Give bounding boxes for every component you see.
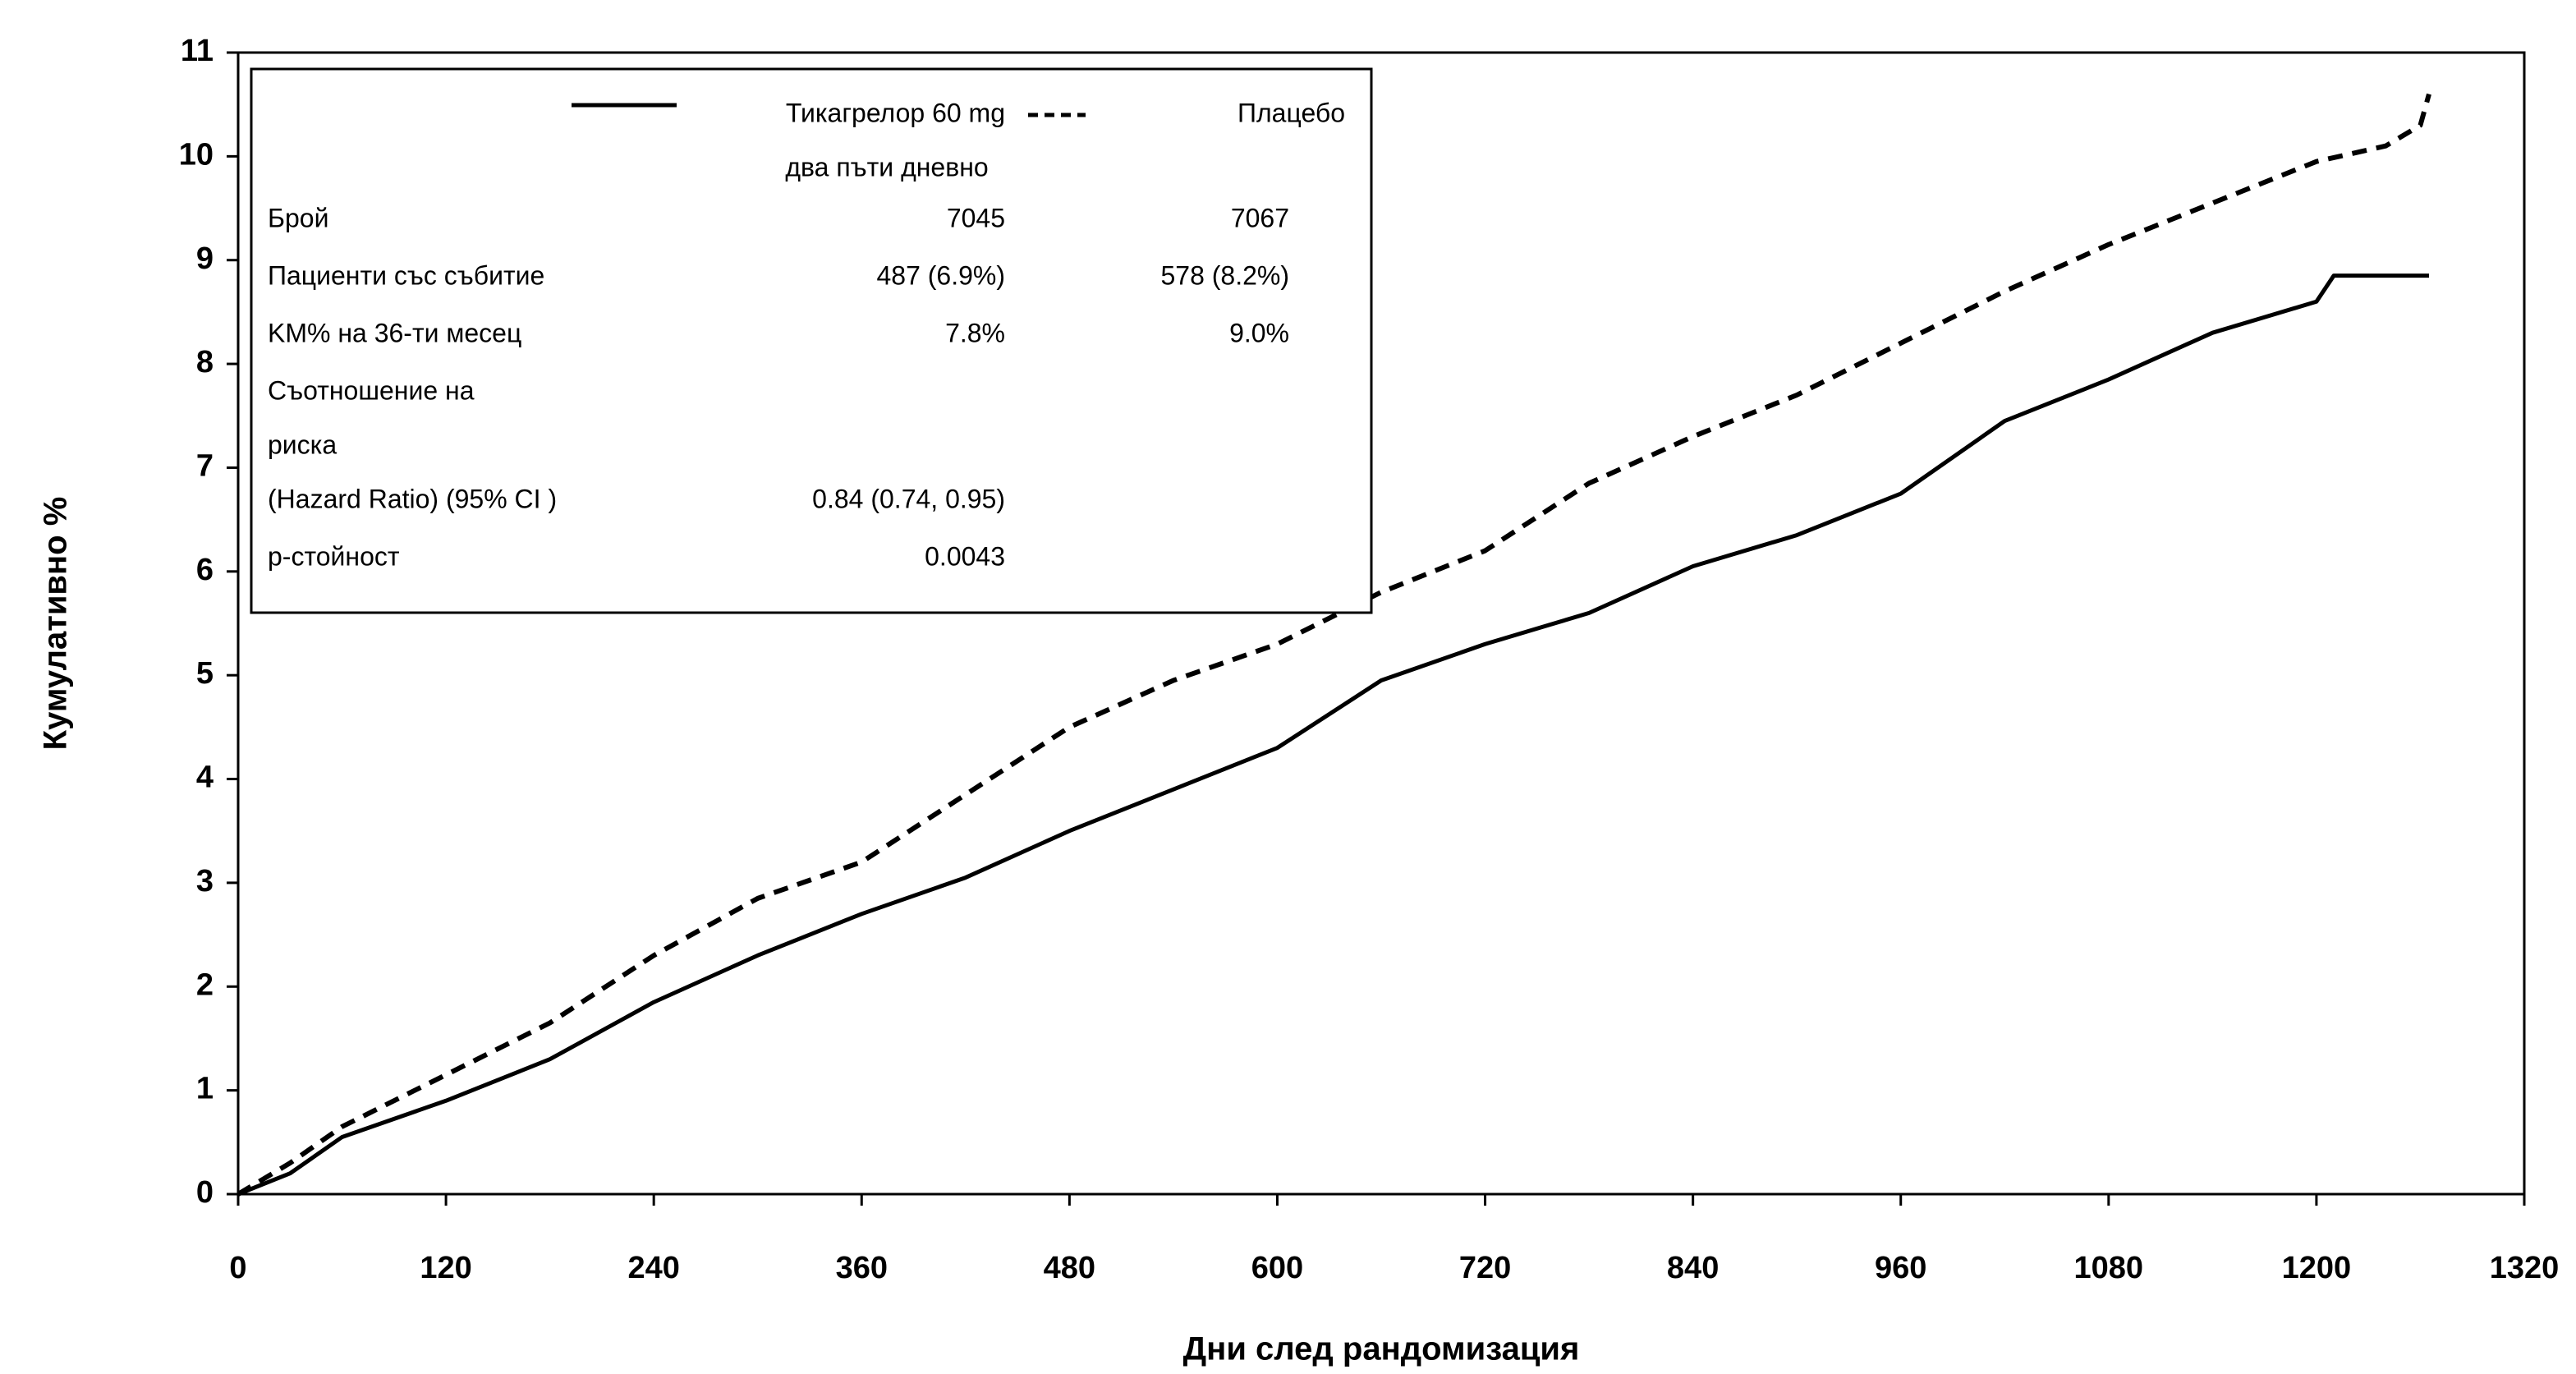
y-tick-label: 8	[196, 345, 214, 379]
y-tick-label: 5	[196, 656, 214, 691]
series-line	[237, 273, 2429, 1197]
y-tick-label: 2	[196, 967, 214, 1002]
x-tick-label: 840	[1667, 1251, 1719, 1285]
table-value: 9.0%	[1229, 318, 1289, 347]
series-line	[236, 93, 2431, 1197]
table-label: Брой	[268, 203, 328, 232]
table-value: 7067	[1231, 203, 1289, 232]
x-tick-label: 600	[1251, 1251, 1303, 1285]
table-value: 487 (6.9%)	[876, 260, 1005, 290]
plot-frame	[236, 51, 2526, 1196]
table-label: риска	[268, 430, 337, 459]
x-tick-label: 480	[1044, 1251, 1095, 1285]
table-label: Съотношение на	[268, 375, 475, 405]
x-tick-label: 720	[1459, 1251, 1511, 1285]
table-label: (Hazard Ratio) (95% CI )	[268, 484, 557, 513]
x-tick-label: 120	[420, 1251, 471, 1285]
x-tick-label: 1080	[2074, 1251, 2144, 1285]
legend-label: Тикагрелор 60 mg	[786, 98, 1005, 127]
table-value: 0.84 (0.74, 0.95)	[812, 484, 1005, 513]
x-tick-label: 1320	[2490, 1251, 2560, 1285]
y-tick-label: 0	[196, 1175, 214, 1210]
legend-box	[250, 67, 1373, 614]
table-label: p-стойност	[268, 541, 400, 571]
x-axis-label: Дни след рандомизация	[1183, 1331, 1580, 1367]
table-label: Пациенти със събитие	[268, 260, 544, 290]
y-tick-label: 3	[196, 864, 214, 898]
table-value: 7045	[947, 203, 1005, 232]
x-tick-label: 240	[627, 1251, 679, 1285]
table-value: 7.8%	[945, 318, 1005, 347]
y-tick-label: 1	[196, 1072, 214, 1106]
table-value: 0.0043	[925, 541, 1005, 571]
x-tick-label: 1200	[2282, 1251, 2352, 1285]
y-tick-label: 4	[196, 761, 214, 795]
x-tick-label: 360	[836, 1251, 888, 1285]
table-label: KM% на 36-ти месец	[268, 318, 521, 347]
x-tick-label: 960	[1875, 1251, 1926, 1285]
y-tick-label: 6	[196, 553, 214, 587]
legend-label: Плацебо	[1237, 98, 1345, 127]
x-tick-label: 0	[229, 1251, 246, 1285]
y-tick-label: 9	[196, 241, 214, 276]
y-tick-label: 11	[181, 34, 214, 68]
legend-note: два пъти дневно	[785, 152, 988, 182]
y-tick-label: 7	[196, 448, 214, 483]
y-axis-label: Кумулативно %	[38, 497, 74, 751]
y-tick-label: 10	[179, 137, 214, 172]
table-value: 578 (8.2%)	[1160, 260, 1289, 290]
